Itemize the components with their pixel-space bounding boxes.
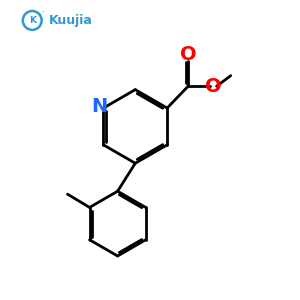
- Text: O: O: [205, 77, 221, 96]
- Text: Kuujia: Kuujia: [49, 14, 93, 27]
- Text: K: K: [29, 16, 36, 25]
- Text: N: N: [92, 97, 108, 116]
- Text: O: O: [180, 45, 197, 64]
- Text: ·: ·: [42, 8, 45, 17]
